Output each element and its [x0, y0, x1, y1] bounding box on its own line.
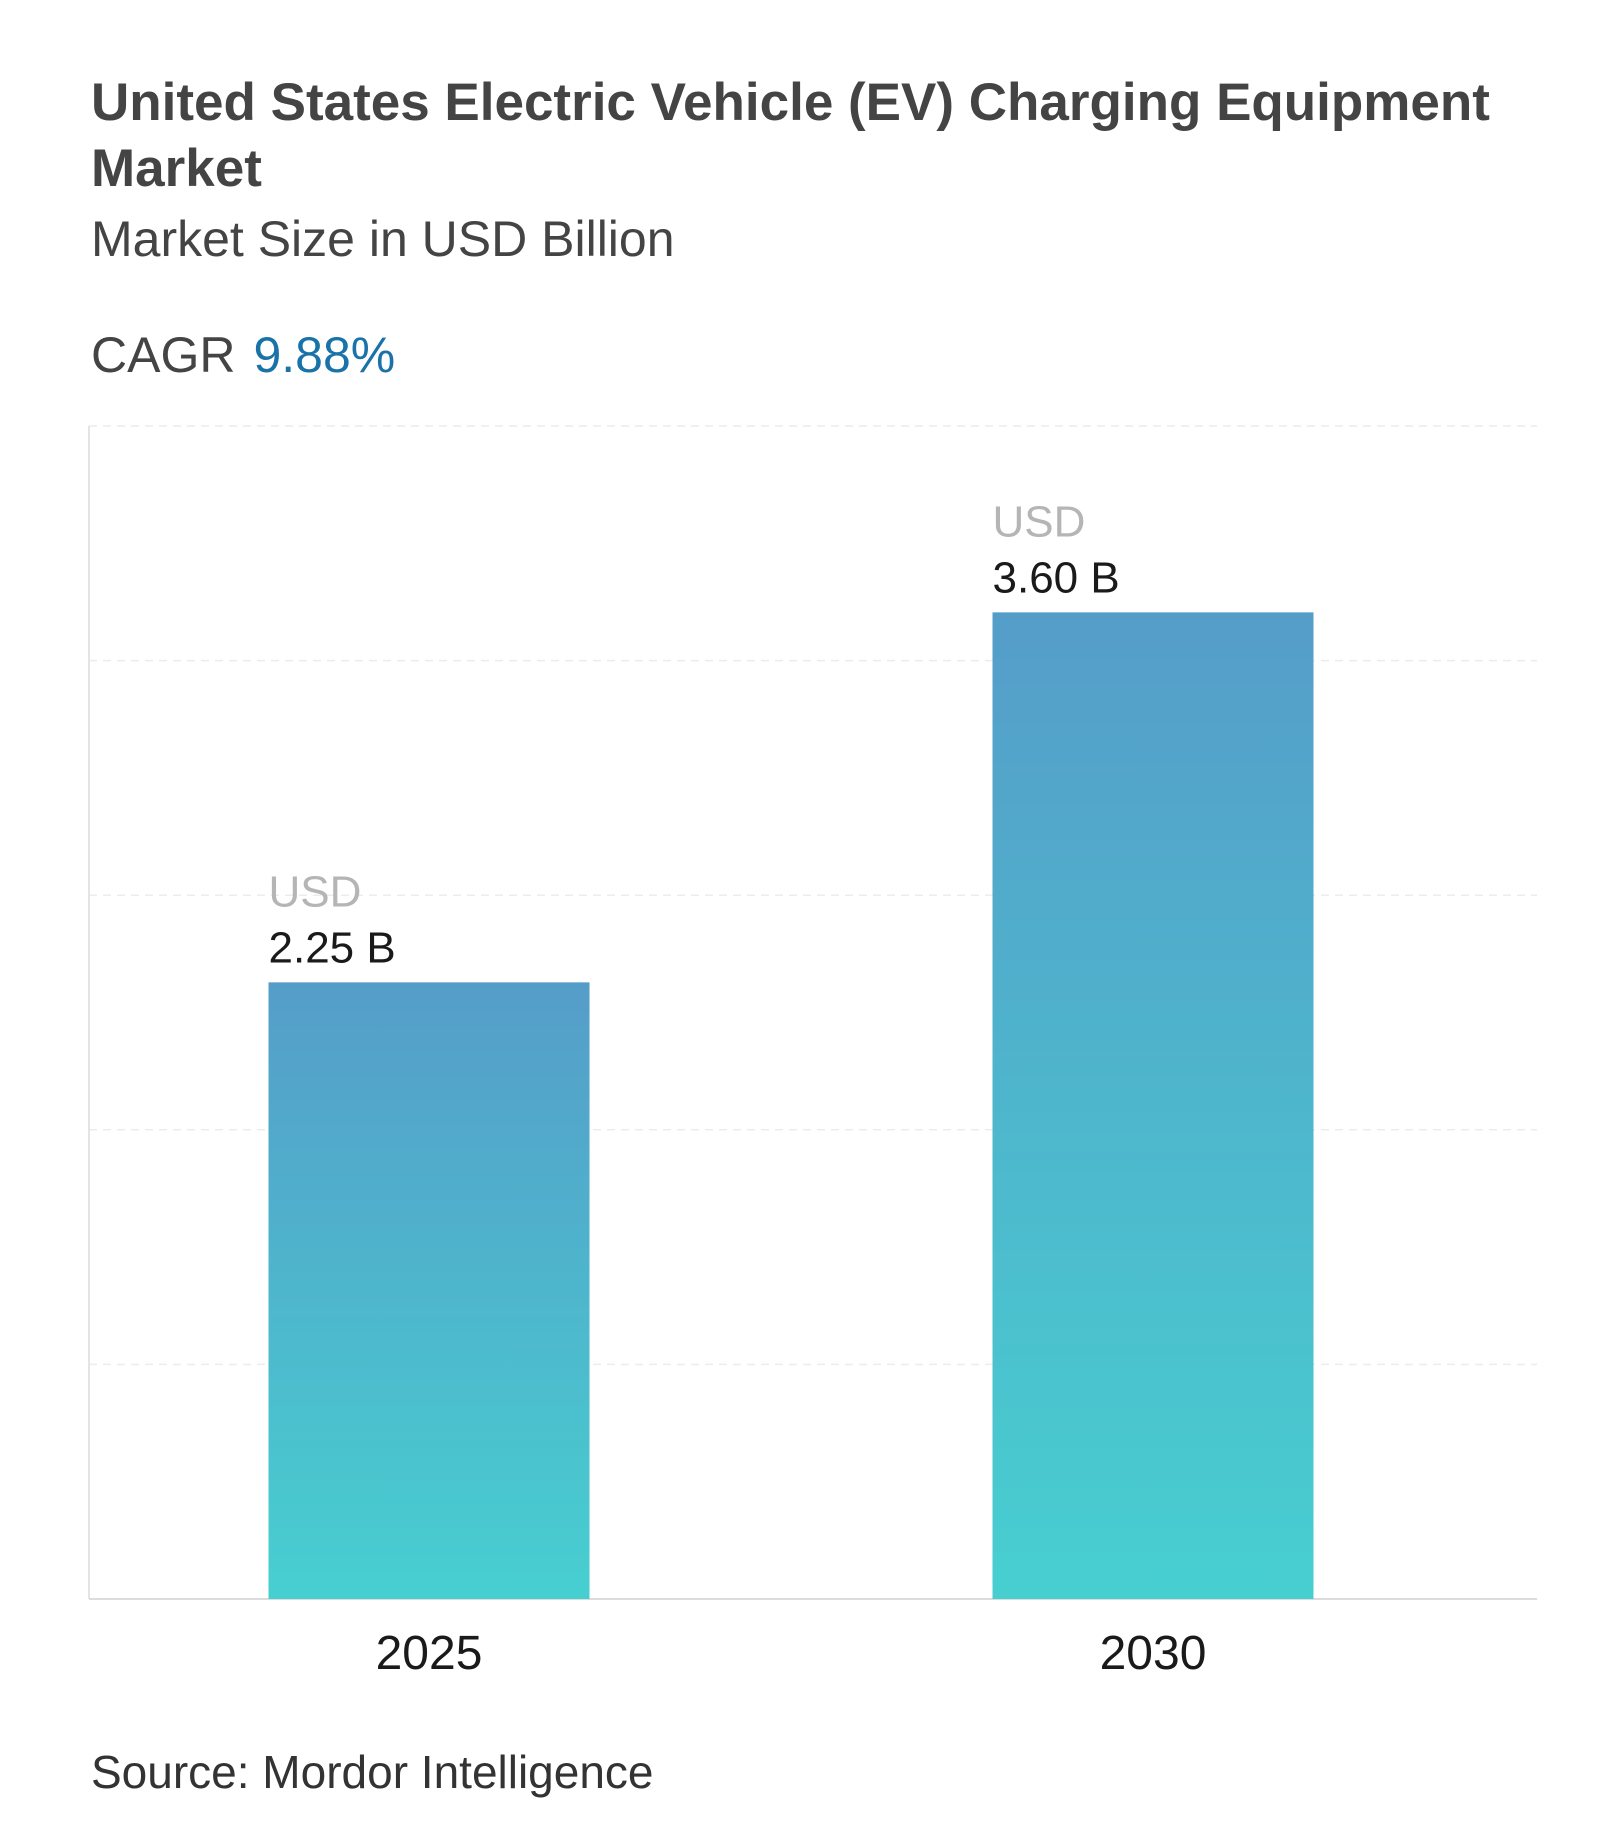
source-note: Source: Mordor Intelligence	[91, 1746, 654, 1798]
x-tick-label: 2030	[1100, 1627, 1207, 1680]
x-tick-label: 2025	[376, 1627, 483, 1680]
chart-subtitle: Market Size in USD Billion	[91, 211, 675, 267]
bar-2030	[992, 612, 1314, 1599]
data-label-value: 2.25 B	[269, 923, 396, 972]
chart-title: United States Electric Vehicle (EV) Char…	[91, 73, 1490, 198]
cagr: CAGR 9.88%	[91, 326, 395, 384]
data-label-value: 3.60 B	[993, 553, 1120, 602]
cagr-label: CAGR	[91, 327, 236, 383]
bar-2025	[268, 982, 590, 1599]
cagr-value: 9.88%	[253, 327, 396, 383]
data-label-unit: USD	[269, 867, 362, 916]
data-label-unit: USD	[993, 497, 1086, 546]
